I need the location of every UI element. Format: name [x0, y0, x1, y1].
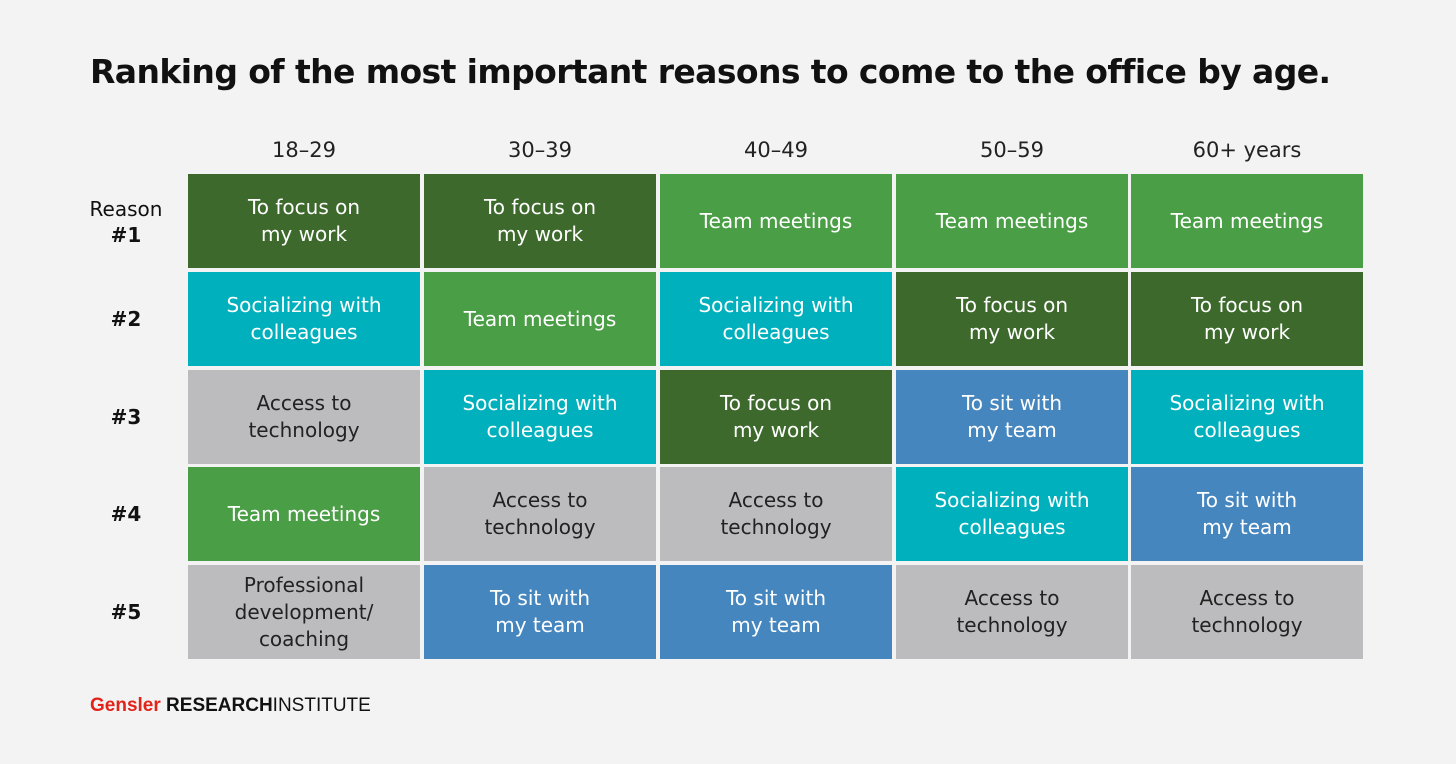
ranking-cell: Socializing with colleagues: [424, 370, 656, 464]
cell-text-line: Access to: [956, 585, 1067, 612]
ranking-cell: Team meetings: [1131, 174, 1363, 268]
row-header: #2: [80, 306, 172, 332]
ranking-cell: To focus on my work: [424, 174, 656, 268]
cell-text-line: my work: [1191, 319, 1303, 346]
ranking-cell: To sit with my team: [896, 370, 1128, 464]
footer-logo: Gensler RESEARCHINSTITUTE: [90, 695, 371, 717]
column-header: 18–29: [188, 138, 420, 162]
ranking-cell: Access to technology: [188, 370, 420, 464]
ranking-cell: Socializing with colleagues: [896, 467, 1128, 561]
cell-text-line: Team meetings: [464, 306, 617, 333]
ranking-cell: Access to technology: [424, 467, 656, 561]
cell-text-line: my team: [1197, 514, 1297, 541]
ranking-cell: To sit with my team: [660, 565, 892, 659]
institute-bold: RESEARCH: [166, 695, 273, 716]
cell-text-line: Socializing with: [226, 292, 381, 319]
ranking-cell: Access to technology: [660, 467, 892, 561]
cell-text-line: my team: [490, 612, 590, 639]
ranking-cell: To focus on my work: [188, 174, 420, 268]
cell-text-line: To focus on: [248, 194, 360, 221]
cell-text-line: my work: [248, 221, 360, 248]
ranking-cell: Access to technology: [1131, 565, 1363, 659]
cell-text-line: Socializing with: [934, 487, 1089, 514]
ranking-cell: To sit with my team: [1131, 467, 1363, 561]
cell-text-line: my work: [956, 319, 1068, 346]
row-rank: #1: [80, 222, 172, 248]
cell-text-line: technology: [484, 514, 595, 541]
cell-text-line: colleagues: [698, 319, 853, 346]
institute-rest: INSTITUTE: [273, 695, 371, 716]
cell-text-line: Socializing with: [698, 292, 853, 319]
ranking-cell: Socializing with colleagues: [1131, 370, 1363, 464]
cell-text-line: To sit with: [490, 585, 590, 612]
cell-text-line: Access to: [720, 487, 831, 514]
row-header-prefix: Reason: [80, 196, 172, 222]
cell-text-line: Access to: [1191, 585, 1302, 612]
cell-text-line: Team meetings: [936, 208, 1089, 235]
cell-text-line: technology: [1191, 612, 1302, 639]
cell-text-line: colleagues: [1169, 417, 1324, 444]
cell-text-line: my work: [484, 221, 596, 248]
ranking-cell: Team meetings: [896, 174, 1128, 268]
ranking-cell: Socializing with colleagues: [188, 272, 420, 366]
ranking-cell: Team meetings: [188, 467, 420, 561]
ranking-cell: To focus on my work: [660, 370, 892, 464]
cell-text-line: To sit with: [726, 585, 826, 612]
column-header: 40–49: [660, 138, 892, 162]
cell-text-line: To focus on: [956, 292, 1068, 319]
column-header: 60+ years: [1131, 138, 1363, 162]
cell-text-line: To sit with: [1197, 487, 1297, 514]
cell-text-line: technology: [956, 612, 1067, 639]
cell-text-line: To focus on: [720, 390, 832, 417]
ranking-cell: Professional development/coaching: [188, 565, 420, 659]
row-rank: #3: [80, 404, 172, 430]
cell-text-line: development/: [235, 599, 374, 626]
cell-text-line: Team meetings: [700, 208, 853, 235]
cell-text-line: Team meetings: [228, 501, 381, 528]
row-rank: #2: [80, 306, 172, 332]
cell-text-line: colleagues: [934, 514, 1089, 541]
row-header: #4: [80, 501, 172, 527]
ranking-cell: To focus on my work: [1131, 272, 1363, 366]
ranking-cell: Socializing with colleagues: [660, 272, 892, 366]
cell-text-line: Socializing with: [1169, 390, 1324, 417]
cell-text-line: To focus on: [1191, 292, 1303, 319]
column-header: 30–39: [424, 138, 656, 162]
row-rank: #5: [80, 599, 172, 625]
cell-text-line: my work: [720, 417, 832, 444]
cell-text-line: technology: [720, 514, 831, 541]
cell-text-line: Access to: [248, 390, 359, 417]
cell-text-line: my team: [962, 417, 1062, 444]
ranking-cell: To focus on my work: [896, 272, 1128, 366]
cell-text-line: Team meetings: [1171, 208, 1324, 235]
row-header: #5: [80, 599, 172, 625]
cell-text-line: technology: [248, 417, 359, 444]
ranking-cell: Access to technology: [896, 565, 1128, 659]
ranking-cell: Team meetings: [660, 174, 892, 268]
cell-text-line: my team: [726, 612, 826, 639]
column-header: 50–59: [896, 138, 1128, 162]
ranking-cell: To sit with my team: [424, 565, 656, 659]
row-rank: #4: [80, 501, 172, 527]
row-header: #3: [80, 404, 172, 430]
brand-name: Gensler: [90, 695, 161, 716]
cell-text-line: colleagues: [462, 417, 617, 444]
chart-title: Ranking of the most important reasons to…: [90, 52, 1330, 91]
cell-text-line: Access to: [484, 487, 595, 514]
row-header: Reason #1: [80, 196, 172, 248]
ranking-cell: Team meetings: [424, 272, 656, 366]
cell-text-line: colleagues: [226, 319, 381, 346]
cell-text-line: To sit with: [962, 390, 1062, 417]
cell-text-line: To focus on: [484, 194, 596, 221]
cell-text-line: coaching: [235, 626, 374, 653]
cell-text-line: Professional: [235, 572, 374, 599]
cell-text-line: Socializing with: [462, 390, 617, 417]
